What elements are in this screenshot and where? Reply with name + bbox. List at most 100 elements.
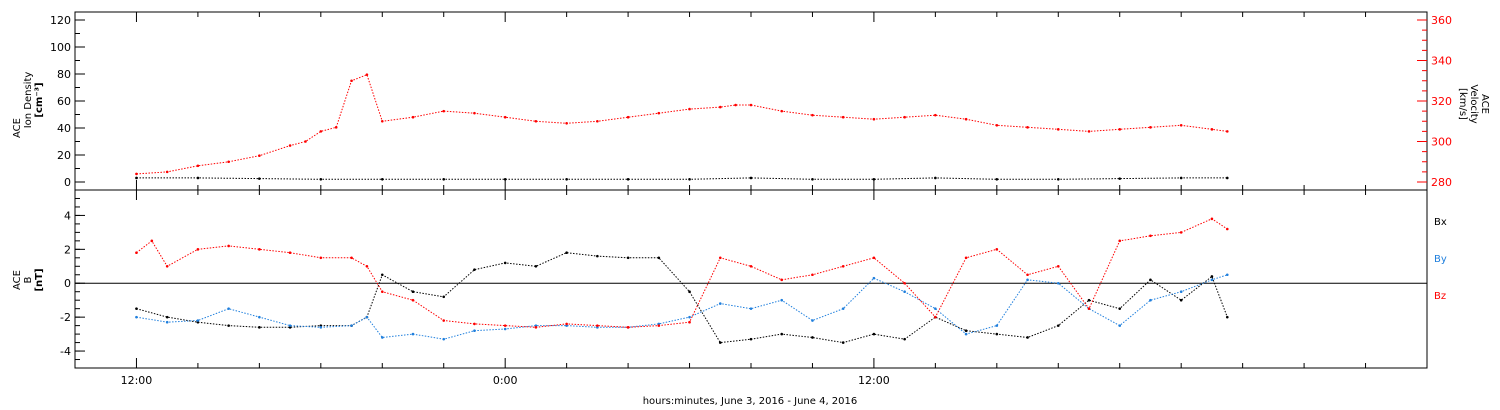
bfield-by-point <box>473 329 476 333</box>
bfield-ytick-label: 4 <box>64 209 71 222</box>
velocity-series-point <box>688 107 691 111</box>
bfield-bx-line <box>136 252 1228 344</box>
velocity-series-point <box>534 119 538 123</box>
density-ytick-label: 40 <box>57 122 71 135</box>
density-series-point <box>135 176 138 180</box>
bfield-bz-point <box>718 256 722 260</box>
bfield-bz-point <box>596 324 599 327</box>
bfield-by-point <box>688 315 691 319</box>
velocity-series-point <box>565 121 568 125</box>
velocity-series-point <box>1179 124 1183 127</box>
bfield-bz-point <box>1149 234 1152 238</box>
bfield-bx-point <box>534 264 538 268</box>
bfield-ytick-label: -4 <box>60 345 71 358</box>
density-series-point <box>380 178 384 181</box>
velocity-series-point <box>165 170 169 174</box>
density-ytick-label: 20 <box>57 149 71 162</box>
velocity-series-point <box>350 79 353 83</box>
velocity-series-point <box>811 113 814 117</box>
velocity-series-point <box>872 117 876 121</box>
bfield-bz-point <box>365 264 369 268</box>
bfield-by-point <box>1118 324 1122 327</box>
bfield-bz-point <box>811 273 814 277</box>
bfield-bz-point <box>411 298 415 302</box>
density-series-point <box>688 178 691 181</box>
bfield-bx-point <box>688 290 691 294</box>
bfield-ytick-label: 0 <box>64 277 71 290</box>
density-series-point <box>749 176 753 180</box>
velocity-series-point <box>503 115 507 119</box>
bfield-bz-point <box>442 319 446 322</box>
velocity-series-line <box>136 74 1228 175</box>
bfield-bx-point <box>135 307 138 310</box>
bfield-by-point <box>165 320 169 324</box>
bfield-bz-point <box>135 251 138 255</box>
velocity-ytick-label: 360 <box>1431 14 1452 27</box>
velocity-series-point <box>596 119 599 123</box>
bfield-bz-point <box>165 264 169 268</box>
bfield-bx-point <box>227 324 230 327</box>
bfield-bz-point <box>565 322 568 326</box>
density-series-point <box>1118 177 1122 180</box>
bfield-bx-point <box>1210 275 1214 278</box>
bfield-bz-point <box>288 251 292 255</box>
bfield-by-point <box>411 332 415 336</box>
density-series-point <box>1225 176 1229 180</box>
x-tick-label: 12:00 <box>121 374 153 387</box>
bfield-bx-point <box>1026 336 1029 339</box>
bfield-by-point <box>288 324 292 327</box>
x-tick-label: 0:00 <box>493 374 518 387</box>
velocity-series-point <box>749 103 753 107</box>
bfield-bz-point <box>995 248 999 251</box>
bfield-bx-point <box>473 268 476 271</box>
bfield-bx-point <box>1225 315 1229 319</box>
bfield-bx-point <box>258 326 261 329</box>
bfield-by-point <box>319 326 323 329</box>
density-series-point <box>934 176 937 180</box>
bfield-bz-point <box>227 244 230 248</box>
velocity-ytick-label: 280 <box>1431 176 1452 189</box>
velocity-series-point <box>411 115 415 119</box>
velocity-ytick-label: 320 <box>1431 95 1452 108</box>
bfield-bz-point <box>903 281 906 285</box>
bfield-bx-point <box>872 332 876 336</box>
density-series-point <box>626 178 630 181</box>
bfield-by-point <box>749 307 753 310</box>
velocity-series-point <box>227 160 230 164</box>
density-series-point <box>196 176 200 180</box>
bfield-by-point <box>227 307 230 310</box>
velocity-series-point <box>734 103 737 107</box>
bfield-bx-point <box>442 295 446 299</box>
bfield-by-point <box>811 319 814 322</box>
bfield-by-point <box>1179 290 1183 294</box>
bfield-by-point <box>365 315 369 319</box>
bfield-bx-point <box>565 251 568 255</box>
velocity-series-point <box>626 115 630 119</box>
bfield-bz-point <box>1056 264 1060 268</box>
bfield-bz-point <box>872 256 876 260</box>
velocity-ylabel-line3: [km/s] <box>1457 88 1468 120</box>
bfield-by-point <box>1210 278 1214 282</box>
density-velocity-panel-frame <box>74 11 1428 191</box>
velocity-series-point <box>319 130 323 133</box>
bfield-bx-point <box>964 329 968 333</box>
velocity-series-point <box>258 154 261 157</box>
velocity-series-point <box>1087 130 1091 133</box>
bfield-ytick-label: -2 <box>60 311 71 324</box>
density-ytick-label: 0 <box>64 176 71 189</box>
density-series-point <box>565 178 568 181</box>
bfield-bz-point <box>1087 307 1091 310</box>
bfield-bx-point <box>1118 307 1122 310</box>
bfield-bz-point <box>380 290 384 294</box>
density-ytick-label: 120 <box>50 14 71 27</box>
density-ylabel-line1: ACE <box>12 118 23 138</box>
bfield-bx-point <box>596 254 599 258</box>
magnetic-field-panel-frame <box>74 189 1428 369</box>
density-ytick-label: 80 <box>57 68 71 81</box>
density-ylabel-line2: Ion Density <box>23 72 34 129</box>
velocity-series-point <box>718 105 722 109</box>
velocity-series-point <box>964 117 968 121</box>
bfield-by-point <box>934 307 937 310</box>
bfield-by-point <box>196 319 200 322</box>
